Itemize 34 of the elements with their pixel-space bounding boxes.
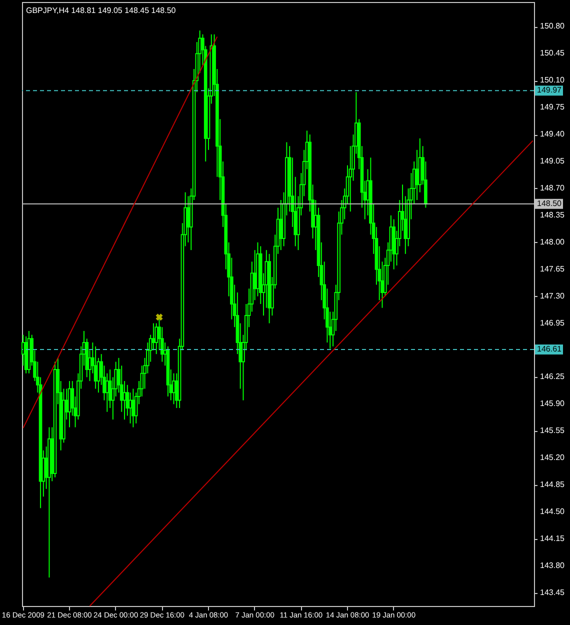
candlestick [128, 392, 132, 424]
candlestick [122, 380, 126, 420]
y-tick-label: 147.30 [540, 291, 566, 300]
y-tick-label: 145.55 [540, 426, 566, 436]
y-tick-label: 148.70 [540, 183, 566, 192]
y-tick-label: 146.25 [540, 372, 566, 382]
y-tick-label: 150.80 [540, 22, 566, 31]
y-tick-label: 143.80 [540, 560, 566, 570]
candlestick [279, 199, 283, 251]
y-tick-label: 147.65 [540, 264, 566, 274]
y-tick-label: 150.10 [540, 76, 566, 85]
y-tick-label: 149.75 [540, 102, 566, 112]
y-tick-label: 144.50 [540, 507, 566, 516]
candlestick [186, 196, 190, 243]
candlestick [154, 322, 158, 355]
y-tick-label: 146.95 [540, 318, 566, 328]
candlestick [132, 388, 135, 428]
y-tick-label: 148.35 [540, 210, 566, 220]
y-tick-label: 144.15 [540, 534, 566, 543]
text: GBPJPY,H4 148.81 149.05 148.45 148.50 [26, 6, 176, 15]
y-tick-label: 145.90 [540, 399, 566, 408]
ref-line-label: 146.61 [537, 344, 562, 354]
y-tick-label: 144.85 [540, 480, 566, 490]
ref-line-label: 149.97 [537, 86, 562, 95]
y-tick-label: 150.45 [540, 48, 566, 58]
y-tick-label: 148.00 [540, 237, 566, 246]
y-tick-label: 149.40 [540, 130, 566, 139]
y-tick-label: 143.45 [540, 588, 566, 597]
candlestick [105, 372, 109, 412]
candlestick [94, 346, 98, 390]
y-tick-label: 145.20 [540, 453, 566, 462]
candlestick [172, 372, 176, 405]
ref-line-label: 148.50 [537, 198, 562, 208]
y-tick-label: 149.05 [540, 156, 566, 166]
